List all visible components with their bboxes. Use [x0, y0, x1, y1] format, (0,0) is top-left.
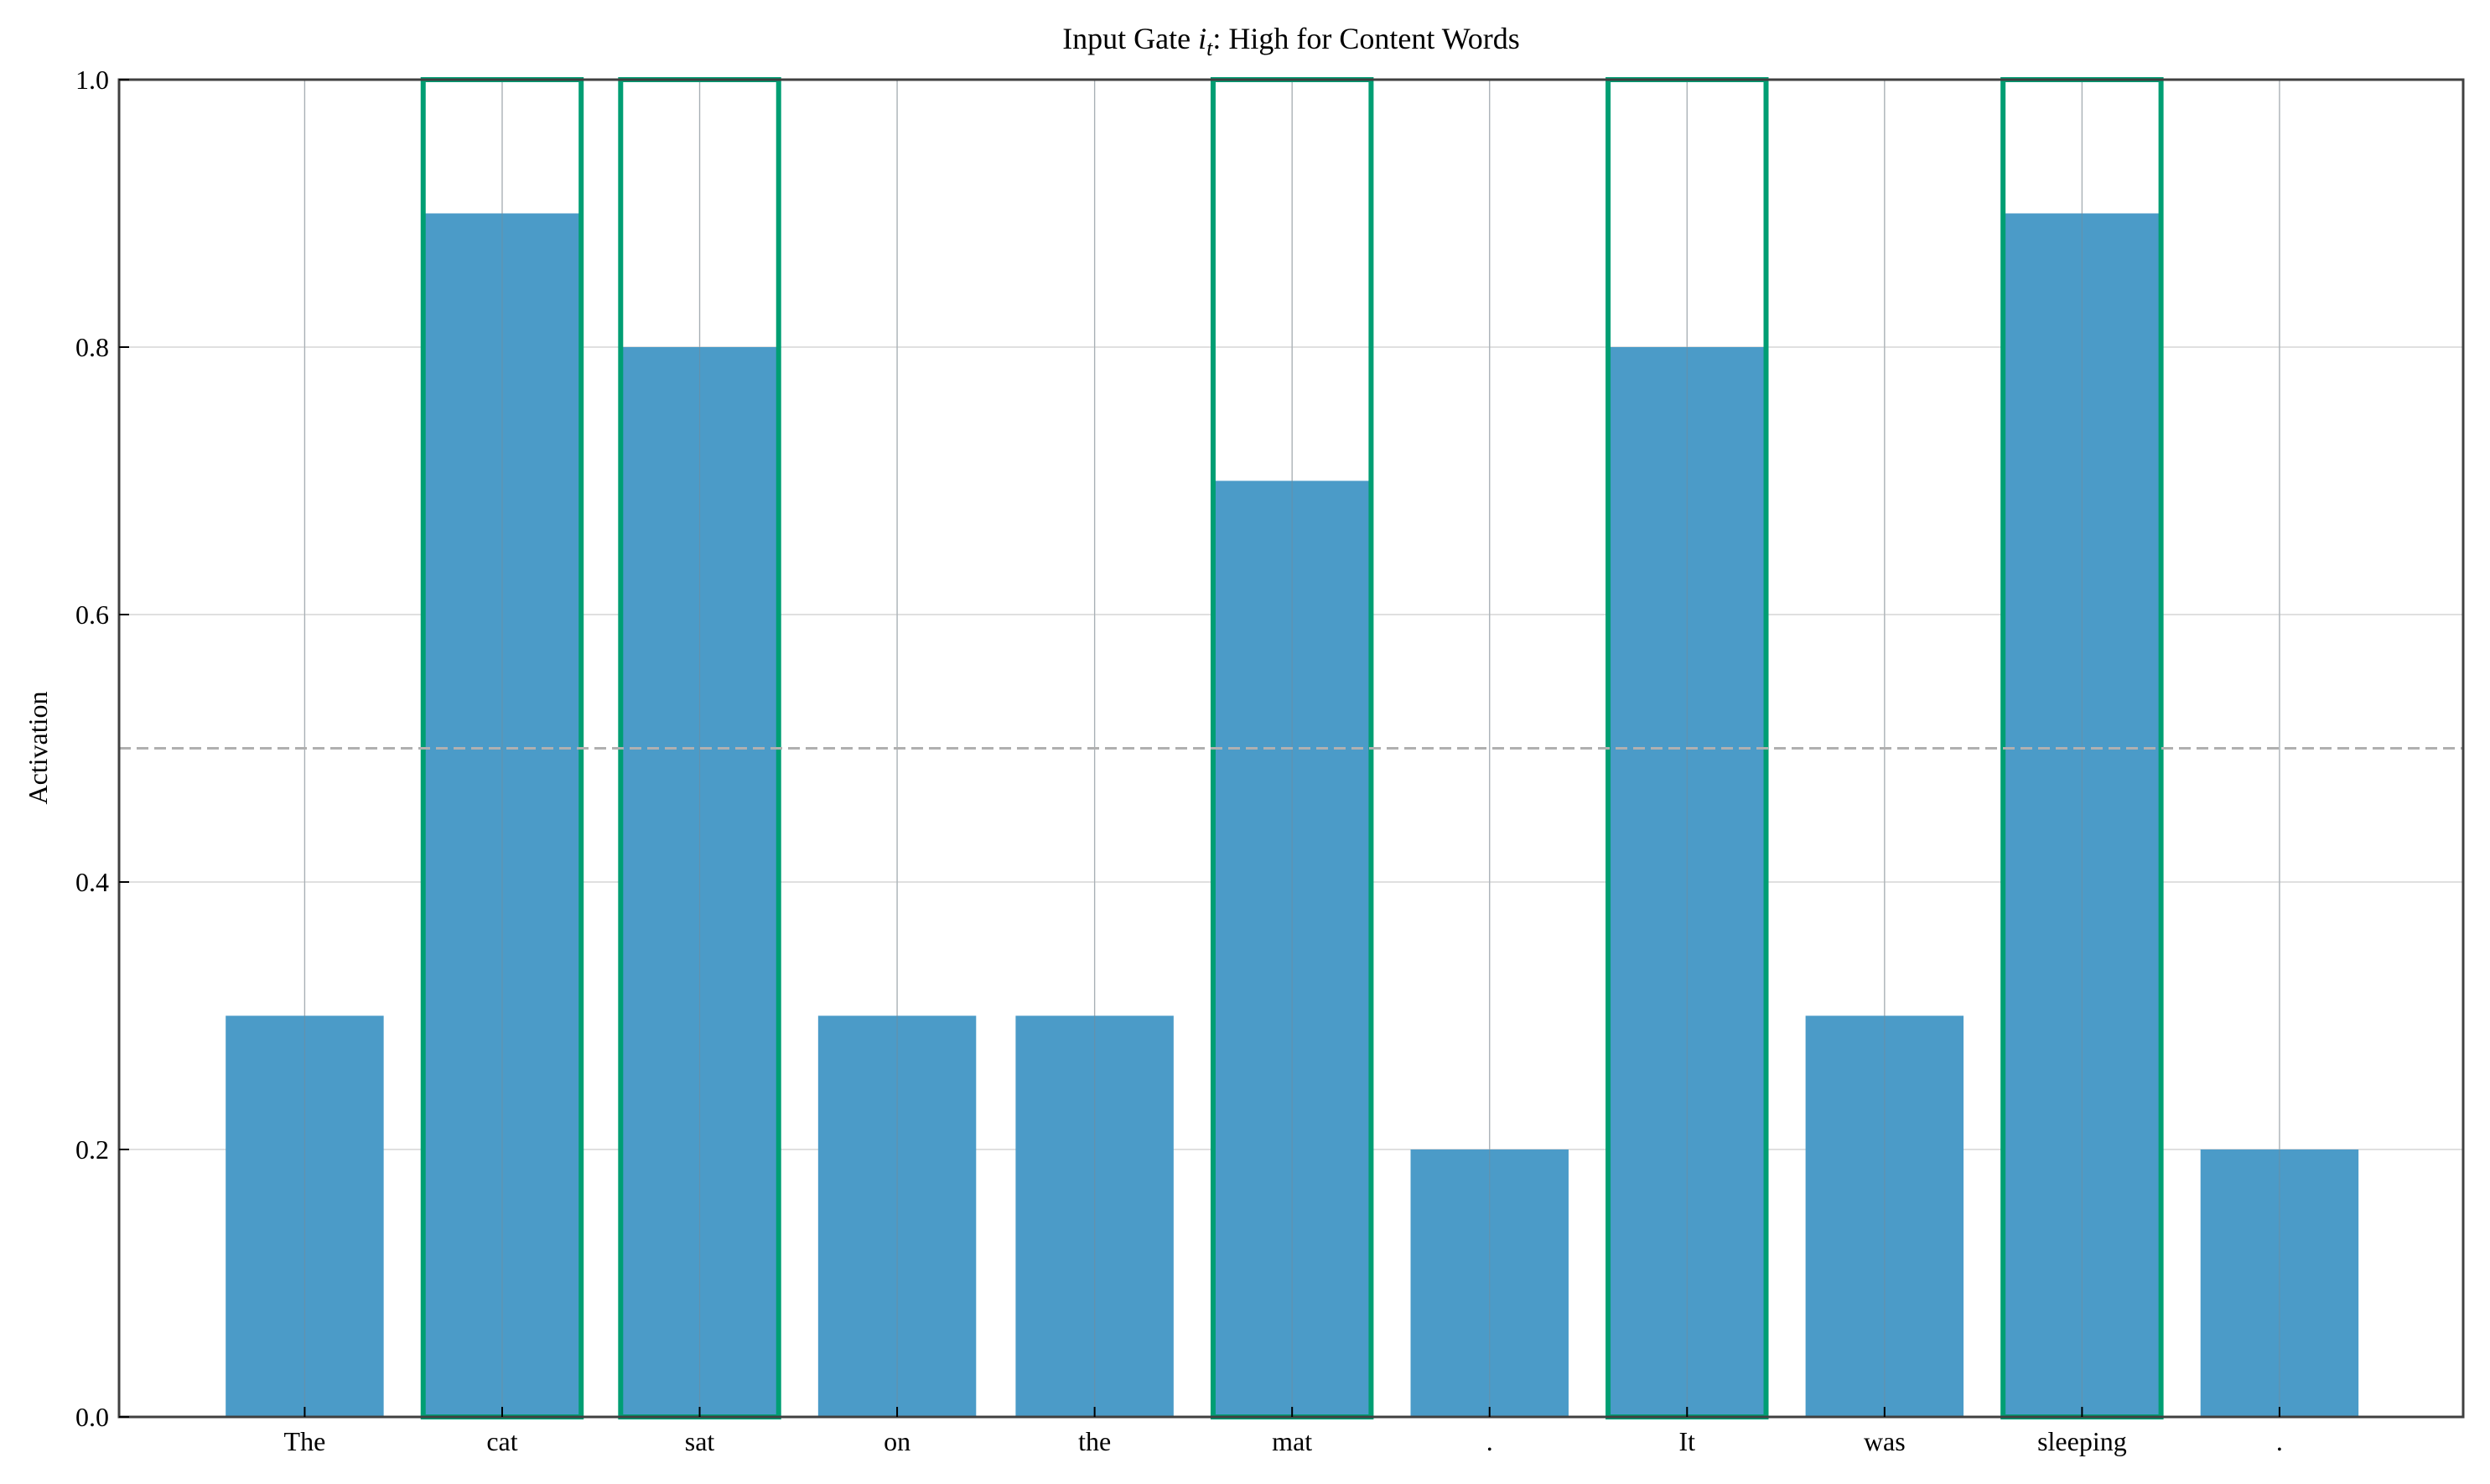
y-tick-label: 0.2 — [75, 1134, 109, 1165]
x-tick-label: sat — [685, 1426, 715, 1456]
x-tick-label: . — [2276, 1426, 2283, 1456]
x-tick-label: sleeping — [2037, 1426, 2127, 1456]
x-tick-label: cat — [486, 1426, 517, 1456]
x-tick-label: the — [1078, 1426, 1111, 1456]
x-tick-label: It — [1679, 1426, 1696, 1456]
y-axis-label: Activation — [23, 691, 53, 804]
plot-frame — [117, 78, 2465, 1419]
y-tick-label: 0.0 — [75, 1402, 109, 1432]
y-tick-label: 0.6 — [75, 599, 109, 630]
x-tick-label: The — [284, 1426, 326, 1456]
y-tick-label: 0.8 — [75, 332, 109, 362]
x-tick-label: mat — [1272, 1426, 1312, 1456]
x-tick-label: on — [884, 1426, 910, 1456]
x-tick-label: . — [1486, 1426, 1493, 1456]
chart-title: Input Gate it: High for Content Words — [1062, 22, 1520, 60]
y-tick-label: 1.0 — [75, 65, 109, 95]
y-tick-label: 0.4 — [75, 867, 109, 897]
x-tick-label: was — [1864, 1426, 1906, 1456]
